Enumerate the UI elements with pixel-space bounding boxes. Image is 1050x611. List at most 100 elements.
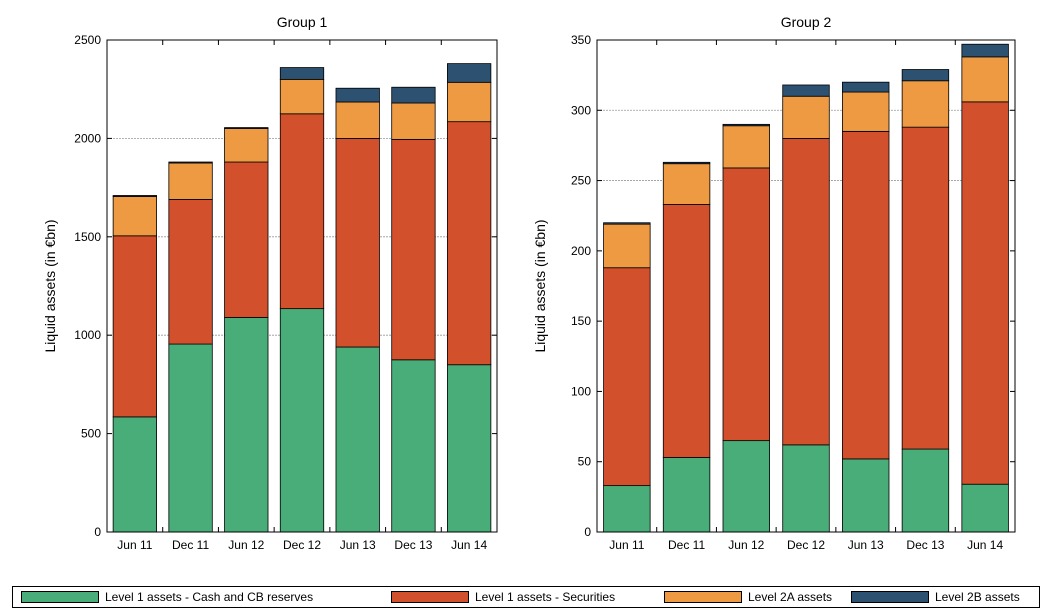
- legend: Level 1 assets - Cash and CB reserves Le…: [12, 586, 1040, 608]
- bar-segment-level2a: [279, 78, 325, 115]
- legend-swatch-securities: [391, 591, 469, 603]
- bar-segment-securities: [447, 121, 492, 366]
- chart-title: Group 2: [781, 14, 832, 30]
- bar-segment-cash: [279, 308, 325, 533]
- x-tick-label: Jun 13: [848, 538, 884, 552]
- legend-entry-level2b: Level 2B assets: [851, 590, 1020, 604]
- bar-segment-level2a: [112, 196, 157, 237]
- bar-segment-level2a: [662, 163, 711, 205]
- legend-label-securities: Level 1 assets - Securities: [475, 590, 616, 604]
- bar-segment-cash: [722, 440, 770, 533]
- x-tick-label: Dec 13: [394, 538, 432, 552]
- bar-segment-cash: [224, 317, 269, 533]
- legend-swatch-level2b: [851, 591, 929, 603]
- plot-frame: [106, 39, 498, 533]
- bar-segment-securities: [901, 126, 950, 450]
- y-tick-label: 500: [81, 427, 101, 441]
- bar-segment-cash: [335, 346, 380, 533]
- bar-segment-securities: [112, 235, 157, 418]
- bar-segment-securities: [224, 161, 269, 318]
- chart-panel-2: 0 50 100 150 200 250 300 350 Jun 11 Dec 11 Jun 12 D…: [532, 14, 1016, 552]
- bar-segment-level2b: [112, 195, 157, 197]
- bar-segment-level2b: [447, 63, 492, 83]
- bar-segment-securities: [279, 113, 325, 310]
- legend-label-level2b: Level 2B assets: [935, 590, 1020, 604]
- bar-segment-securities: [168, 199, 213, 345]
- y-axis-label: Liquid assets (in €bn): [42, 219, 58, 352]
- y-axis-label: Liquid assets (in €bn): [532, 219, 548, 352]
- bar-segment-securities: [391, 138, 436, 361]
- bar-segment-level2b: [662, 161, 711, 165]
- bar-segment-cash: [842, 458, 890, 533]
- y-tick-label: 2500: [74, 33, 101, 47]
- y-tick-label: 1000: [74, 328, 101, 342]
- bar-segment-cash: [391, 359, 436, 533]
- bar-segment-securities: [722, 167, 770, 442]
- bar-segment-level2a: [603, 223, 651, 269]
- x-tick-label: Jun 14: [451, 538, 487, 552]
- x-tick-label: Dec 12: [787, 538, 825, 552]
- bar-segment-cash: [901, 448, 950, 533]
- x-tick-label: Jun 12: [228, 538, 264, 552]
- bar-segment-level2b: [279, 67, 325, 80]
- bar-segment-level2b: [842, 81, 890, 93]
- y-tick-label: 50: [578, 455, 592, 469]
- bar-segment-level2a: [961, 56, 1009, 103]
- bar-segment-level2a: [901, 80, 950, 128]
- bar-segment-cash: [662, 457, 711, 533]
- legend-entry-cash: Level 1 assets - Cash and CB reserves: [21, 590, 313, 604]
- legend-swatch-level2a: [664, 591, 742, 603]
- legend-label-level2a: Level 2A assets: [748, 590, 833, 604]
- bar-segment-level2b: [391, 86, 436, 104]
- bar-segment-cash: [782, 444, 830, 533]
- plot-frame: [596, 39, 1016, 533]
- bar-segment-level2a: [224, 128, 269, 163]
- bar-segment-level2b: [168, 161, 213, 164]
- bar-segment-securities: [603, 267, 651, 487]
- bar-segment-level2b: [961, 43, 1009, 58]
- bar-segment-level2a: [391, 102, 436, 140]
- legend-entry-securities: Level 1 assets - Securities: [391, 590, 615, 604]
- y-tick-label: 0: [94, 525, 101, 539]
- bar-segment-cash: [961, 483, 1009, 533]
- legend-entry-level2a: Level 2A assets: [664, 590, 832, 604]
- x-tick-label: Jun 13: [340, 538, 376, 552]
- bar-segment-cash: [447, 364, 492, 533]
- legend-label-cash: Level 1 assets - Cash and CB reserves: [105, 590, 314, 604]
- bar-segment-securities: [335, 137, 380, 348]
- chart-title: Group 1: [277, 14, 328, 30]
- bar-segment-securities: [782, 137, 830, 446]
- x-tick-label: Jun 14: [967, 538, 1003, 552]
- bar-segment-level2b: [901, 69, 950, 82]
- bar-segment-level2a: [447, 81, 492, 123]
- bar-segment-securities: [662, 204, 711, 458]
- bar-segment-level2a: [335, 101, 380, 139]
- bar-segment-cash: [112, 416, 157, 533]
- y-tick-label: 200: [571, 244, 591, 258]
- bar-segment-cash: [168, 343, 213, 533]
- bar-segment-securities: [961, 101, 1009, 485]
- bar-segment-cash: [603, 485, 651, 533]
- bar-segment-level2b: [224, 127, 269, 129]
- bar-segment-level2a: [168, 162, 213, 200]
- bar-segment-level2b: [782, 84, 830, 97]
- bar-segment-level2a: [722, 125, 770, 169]
- y-tick-label: 100: [571, 384, 591, 398]
- bar-segment-level2b: [335, 87, 380, 103]
- x-tick-label: Dec 11: [172, 538, 209, 552]
- x-tick-label: Jun 11: [609, 538, 644, 552]
- bar-segment-securities: [842, 130, 890, 460]
- chart-panel-1: 0 500 1000 1500 2000 2500 Jun 11 Dec 11 Jun 12 De…: [42, 14, 498, 552]
- bar-segment-level2a: [842, 91, 890, 132]
- y-tick-label: 1500: [74, 230, 101, 244]
- y-tick-label: 350: [571, 33, 591, 47]
- y-tick-label: 300: [571, 103, 591, 117]
- legend-swatch-cash: [21, 591, 99, 603]
- x-tick-label: Jun 12: [728, 538, 764, 552]
- x-tick-label: Dec 12: [283, 538, 321, 552]
- y-tick-label: 2000: [74, 131, 101, 145]
- y-tick-label: 0: [584, 525, 591, 539]
- y-tick-label: 150: [571, 314, 591, 328]
- x-tick-label: Dec 11: [668, 538, 705, 552]
